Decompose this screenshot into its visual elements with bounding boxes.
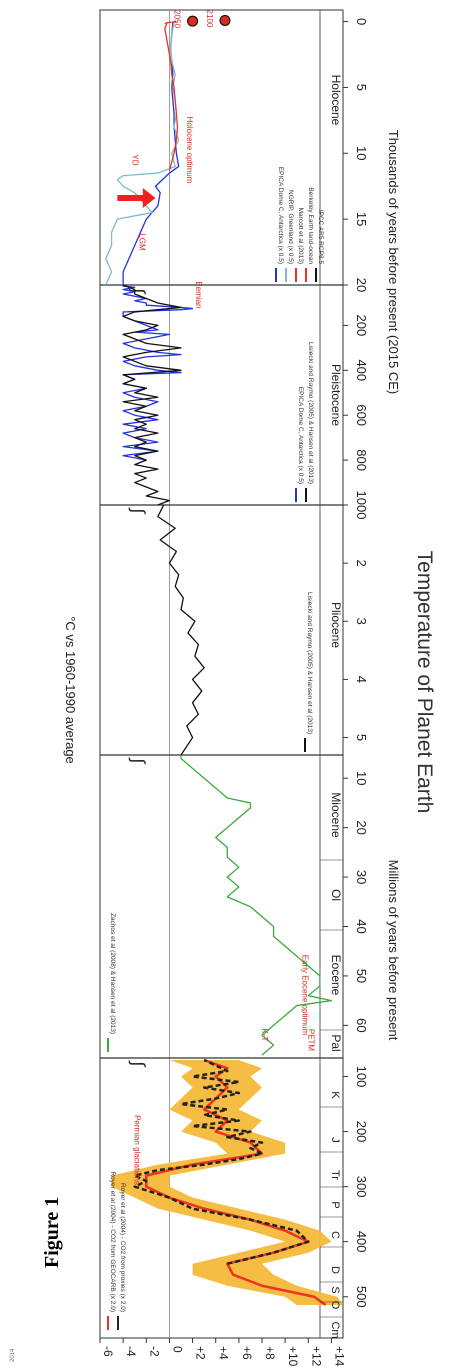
period-label: Tr	[329, 1170, 341, 1180]
axis-break-marker: ∫	[128, 507, 148, 515]
period-label: C	[329, 1231, 341, 1239]
x-tick-label: 0	[354, 18, 369, 25]
x-tick-label: 800	[354, 449, 369, 471]
figure-label: Figure 1	[41, 1197, 63, 1268]
x-tick-label: 3	[354, 618, 369, 625]
series-line	[105, 21, 180, 286]
period-label: J	[329, 1137, 341, 1143]
x-tick-label: 500	[354, 1286, 369, 1308]
chart-title: Temperature of Planet Earth	[413, 551, 436, 814]
y-tick-label: -6	[101, 1346, 115, 1357]
epoch-paleocene: Pal	[329, 1034, 343, 1051]
legend-zachos-entry: Zachos et al (2008) & Hansen et al (2013…	[109, 913, 116, 1034]
epoch-miocene: Miocene	[329, 792, 343, 838]
epoch-oligocene: Ol	[329, 889, 343, 901]
footer-credit: 2014	[10, 1348, 16, 1362]
epoch-pleistocene: Pleistocene	[329, 364, 343, 426]
series-line	[157, 504, 205, 756]
epoch-eocene: Eocene	[329, 955, 343, 996]
x-tick-label: 400	[354, 359, 369, 381]
period-label: O	[329, 1301, 341, 1310]
epoch-pliocene: Pliocene	[329, 602, 343, 648]
annotation-eemian: Eemian	[194, 281, 203, 308]
x-tick-label: 300	[354, 1176, 369, 1198]
projection-year-label: 2050	[173, 10, 182, 28]
legend-holocene-entry: IPCC AR5 RCP8.5	[317, 210, 324, 265]
annotation-lgm: LGM	[137, 233, 146, 251]
y-tick-label: +6	[240, 1346, 254, 1360]
legend-holocene-entry: NGRIP, Greenland (x 0.5)	[287, 190, 294, 264]
annotation-permian: Permian glaciations	[133, 1115, 142, 1185]
axis-break-marker: ∫	[128, 757, 148, 765]
axis-break-marker: ∫	[128, 1060, 148, 1068]
series-line	[164, 20, 177, 25]
projection-year-label: 2100	[205, 10, 214, 28]
x-tick-label: 5	[354, 734, 369, 741]
period-label: Cm	[329, 1321, 341, 1338]
series-line	[180, 755, 333, 1056]
legend-pleistocene-entry: EPICA Dome C, Antarctica (x 0.5)	[297, 387, 304, 484]
y-tick-label: +8	[263, 1346, 277, 1360]
plot-area: +14+12+10+8+6+4+20-2-4-6∫∫∫∫2050 21005004…	[99, 9, 369, 1367]
y-tick-label: +12	[309, 1346, 323, 1367]
epoch-holocene: Holocene	[329, 75, 343, 126]
x-tick-label: 4	[354, 676, 369, 683]
y-tick-label: 0	[170, 1346, 184, 1353]
x-tick-label: 60	[354, 1018, 369, 1032]
annotation-yd: YD	[130, 154, 139, 165]
series-line	[133, 1058, 310, 1265]
x-tick-label: 600	[354, 404, 369, 426]
x-tick-label: 15	[354, 212, 369, 226]
x-tick-label: 200	[354, 315, 369, 337]
y-tick-label: -4	[124, 1346, 138, 1357]
period-label: D	[329, 1266, 341, 1274]
series-line	[164, 22, 179, 171]
period-label: K	[329, 1091, 341, 1099]
x-tick-label: 20	[354, 820, 369, 834]
x-tick-label: 400	[354, 1231, 369, 1253]
y-tick-label: -2	[147, 1346, 161, 1357]
x-tick-label: 5	[354, 84, 369, 91]
x-tick-label: 10	[354, 146, 369, 160]
legend-pleistocene-entry: Lisiecki and Raymo (2005) & Hansen et al…	[307, 342, 314, 484]
x-tick-label: 40	[354, 919, 369, 933]
legend-holocene-entry: Berkeley Earth land-ocean	[307, 187, 314, 264]
uncertainty-band	[111, 1060, 343, 1305]
x-tick-label: 30	[354, 870, 369, 884]
y-tick-label: +10	[286, 1346, 300, 1367]
y-tick-label: +14	[332, 1346, 346, 1367]
legend-royer-entry: Royer et al (2004) - CO2 from proxies (x…	[119, 1183, 126, 1312]
x-tick-label: 2	[354, 560, 369, 567]
y-axis-label: °C vs 1960-1990 average	[63, 616, 78, 764]
legend-royer-entry: Royer et al (2004) - CO2 from GEOCARB (x…	[109, 1171, 116, 1312]
period-label: P	[329, 1201, 341, 1208]
x-tick-label: 50	[354, 969, 369, 983]
series-line	[122, 21, 180, 285]
x-tick-label: 10	[354, 771, 369, 785]
highlight-arrow-head	[142, 188, 156, 208]
x-axis-label-thousands: Thousands of years before present (2015 …	[386, 130, 401, 394]
y-tick-label: +2	[194, 1346, 208, 1360]
period-label: S	[329, 1286, 341, 1293]
x-tick-label: 200	[354, 1121, 369, 1143]
annotation-petm: PETM	[306, 1029, 315, 1052]
x-axis-label-millions: Millions of years before present	[386, 860, 401, 1041]
annotation-holocene-optimum: Holocene optimum	[185, 117, 194, 184]
x-tick-label: 20	[354, 278, 369, 292]
annotation-early-eocene: Early Eocene optimum	[301, 955, 310, 1036]
legend-holocene-entry: EPICA Dome C, Antarctica (x 0.5)	[277, 167, 284, 264]
ipcc-projection-point	[187, 15, 199, 27]
series-line	[122, 285, 194, 461]
legend-holocene-entry: Marcott et al (2013)	[297, 208, 304, 264]
ipcc-projection-point	[219, 14, 231, 26]
x-tick-label: 1000	[354, 491, 369, 520]
axis-break-marker: ∫	[128, 287, 148, 295]
series-line	[122, 284, 182, 506]
y-tick-label: +4	[217, 1346, 231, 1360]
annotation-kt: K-T	[260, 1029, 269, 1042]
x-tick-label: 100	[354, 1066, 369, 1088]
legend-pliocene-entry: Lisiecki and Raymo (2005) & Hansen et al…	[306, 592, 313, 734]
